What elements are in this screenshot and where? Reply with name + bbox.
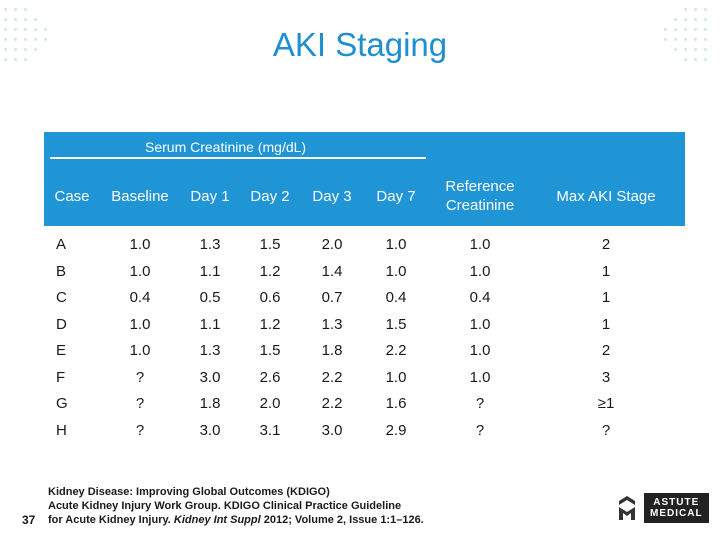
table-cell: 1.0 (469, 368, 491, 386)
table-cell: 2.6 (259, 368, 281, 386)
table-cell: 3.0 (199, 368, 221, 386)
table-cell: 2 (601, 236, 611, 253)
astute-medical-wordmark: ASTUTE MEDICAL (644, 493, 709, 523)
table-cell: 1 (601, 289, 611, 306)
table-cell: 1.0 (385, 236, 407, 253)
column-header-day-7: Day 7 (376, 188, 416, 205)
column-header-baseline: Baseline (111, 188, 169, 205)
table-cell: ? (135, 421, 145, 439)
table-cell: 2.2 (385, 342, 407, 359)
table-cell: 2.2 (321, 395, 343, 412)
astute-medical-logo: ASTUTE MEDICAL (618, 493, 709, 523)
table-cell: 1.5 (259, 342, 281, 359)
table-cell: ? (475, 421, 485, 439)
column-header-case: Case (54, 188, 90, 205)
column-header-day-2: Day 2 (250, 188, 290, 205)
table-cell: ≥1 (597, 395, 615, 412)
column-header-max-aki-stage: Max AKI Stage (556, 188, 656, 205)
table-cell: 3 (601, 368, 611, 386)
table-cell: 1.0 (469, 262, 491, 280)
table-cell: 1.3 (321, 315, 343, 333)
slide-number: 37 (22, 513, 36, 527)
table-cell: 1.0 (129, 315, 151, 333)
table-cell: 1.0 (129, 236, 151, 253)
table-cell: 2.9 (385, 421, 407, 439)
case-label: E (56, 342, 67, 359)
table-cell: ? (475, 395, 485, 412)
table-cell: 1 (601, 262, 611, 280)
table-cell: 1.3 (199, 236, 221, 253)
case-label: H (56, 421, 67, 439)
citation-line-3: for Acute Kidney Injury. Kidney Int Supp… (48, 514, 424, 526)
table-cell: 3.0 (321, 421, 343, 439)
table-cell: 0.6 (259, 289, 281, 306)
table-header-band (44, 132, 685, 226)
table-cell: ? (601, 421, 611, 439)
case-label: B (56, 262, 67, 280)
table-cell: 1.0 (469, 315, 491, 333)
citation-journal: Kidney Int Suppl (173, 514, 261, 526)
table-cell: 0.5 (199, 289, 221, 306)
slide-title: AKI Staging (272, 26, 448, 63)
table-cell: ? (135, 395, 145, 412)
table-cell: 1.2 (259, 315, 281, 333)
table-cell: 1.0 (129, 342, 151, 359)
citation-line-1: Kidney Disease: Improving Global Outcome… (48, 486, 330, 498)
case-label: D (56, 315, 67, 333)
table-cell: 2.0 (259, 395, 281, 412)
table-cell: ? (135, 368, 145, 386)
table-cell: 1.0 (469, 342, 491, 359)
table-cell: 0.4 (385, 289, 407, 306)
table-cell: 1.3 (199, 342, 221, 359)
table-cell: 1.0 (385, 262, 407, 280)
case-label: C (56, 289, 67, 306)
group-header-serum-creatinine: Serum Creatinine (mg/dL) (145, 139, 307, 155)
citation-line-2: Acute Kidney Injury Work Group. KDIGO Cl… (48, 500, 402, 512)
table-cell: 1.8 (199, 395, 221, 412)
table-cell: 0.4 (469, 289, 491, 306)
table-cell: 3.1 (259, 421, 281, 439)
table-cell: 1.0 (129, 262, 151, 280)
table-cell: 2.0 (321, 236, 343, 253)
column-header-reference-creatinine: Reference Creatinine (445, 178, 515, 214)
decorative-dots-right (664, 8, 716, 68)
table-cell: 1.2 (259, 262, 281, 280)
table-cell: 1.4 (321, 262, 343, 280)
table-cell: 1.8 (321, 342, 343, 359)
case-label: F (56, 368, 66, 386)
table-cell: 0.4 (129, 289, 151, 306)
case-label: A (56, 236, 67, 253)
table-cell: 2.2 (321, 368, 343, 386)
table-cell: 3.0 (199, 421, 221, 439)
table-cell: 1.5 (259, 236, 281, 253)
astute-medical-logo-icon (618, 495, 636, 521)
column-header-day-3: Day 3 (312, 188, 352, 205)
citation: Kidney Disease: Improving Global Outcome… (48, 485, 424, 527)
table-cell: 1.0 (469, 236, 491, 253)
decorative-dots-left (4, 8, 56, 68)
group-header-underline (50, 157, 426, 159)
table-cell: 1 (601, 315, 611, 333)
table-cell: 0.7 (321, 289, 343, 306)
table-cell: 1.0 (385, 368, 407, 386)
column-header-day-1: Day 1 (190, 188, 230, 205)
table-cell: 1.6 (385, 395, 407, 412)
case-label: G (56, 395, 68, 412)
table-cell: 2 (601, 342, 611, 359)
table-cell: 1.1 (199, 315, 221, 333)
table-cell: 1.5 (385, 315, 407, 333)
table-cell: 1.1 (199, 262, 221, 280)
